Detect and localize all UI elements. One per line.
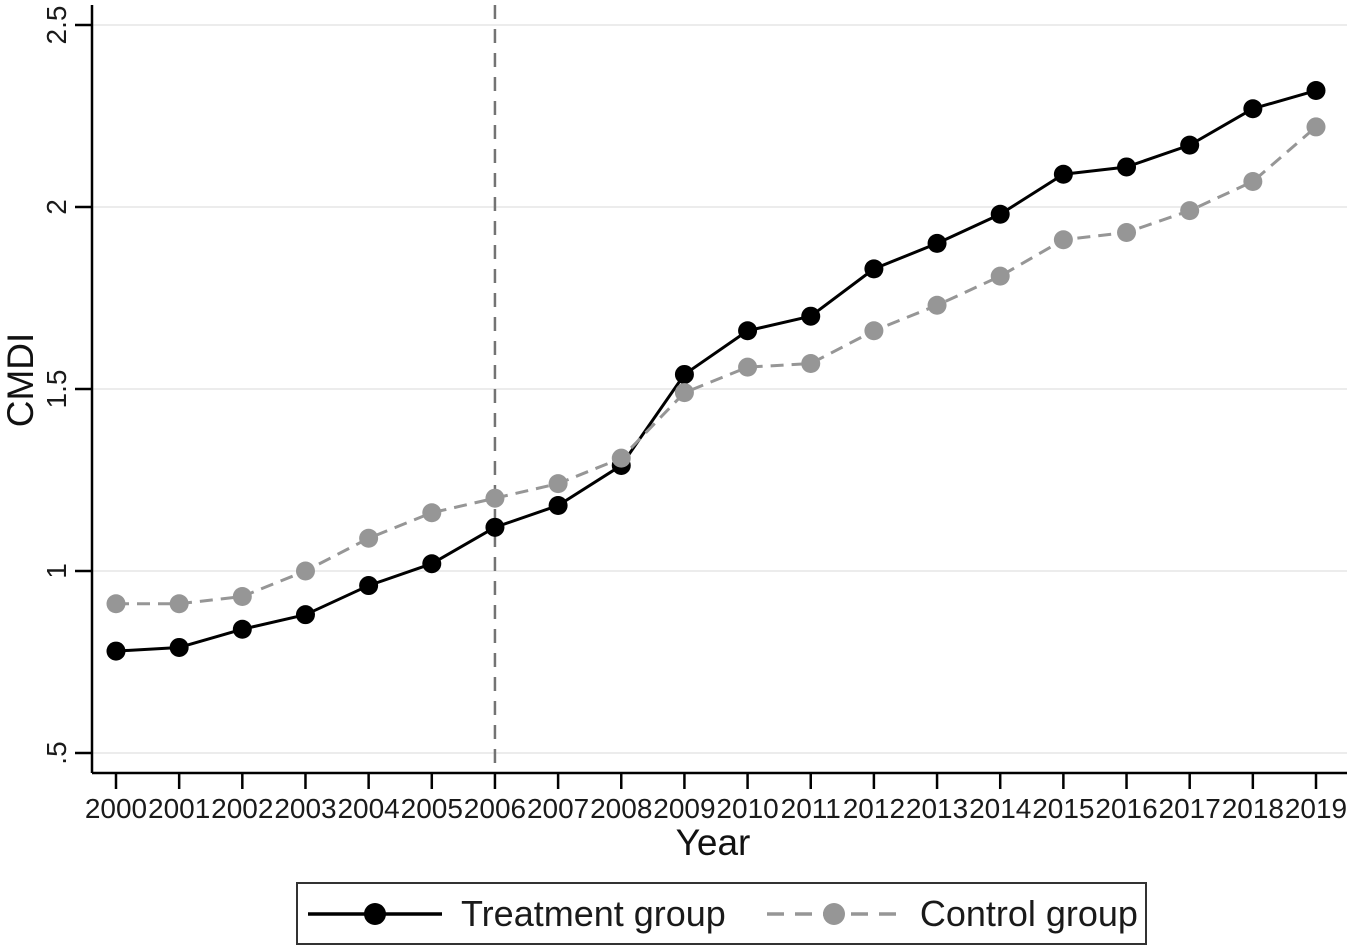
marker-treatment-2014 xyxy=(990,204,1010,224)
y-tick-label-2: 2 xyxy=(41,199,72,215)
y-tick-label-1.5: 1.5 xyxy=(41,370,72,409)
marker-control-2013 xyxy=(927,295,947,315)
x-tick-label-2016: 2016 xyxy=(1095,793,1157,824)
x-tick-label-2011: 2011 xyxy=(781,793,841,824)
marker-control-2006 xyxy=(485,488,505,508)
x-tick-label-2004: 2004 xyxy=(337,793,399,824)
marker-control-2007 xyxy=(548,474,568,494)
marker-control-2017 xyxy=(1180,201,1200,221)
marker-control-2000 xyxy=(106,594,126,614)
marker-treatment-2000 xyxy=(106,641,126,661)
x-tick-label-2001: 2001 xyxy=(148,793,210,824)
x-tick-label-2003: 2003 xyxy=(274,793,336,824)
marker-treatment-2003 xyxy=(295,605,315,625)
marker-treatment-2018 xyxy=(1243,99,1263,119)
x-axis-title: Year xyxy=(675,822,751,863)
x-tick-label-2009: 2009 xyxy=(653,793,715,824)
x-tick-label-2002: 2002 xyxy=(211,793,273,824)
x-tick-label-2008: 2008 xyxy=(590,793,652,824)
legend-label-treatment: Treatment group xyxy=(461,892,726,934)
control-sample-marker xyxy=(822,902,845,925)
marker-treatment-2002 xyxy=(232,619,252,639)
marker-control-2001 xyxy=(169,594,189,614)
marker-treatment-2007 xyxy=(548,495,568,515)
x-tick-label-2007: 2007 xyxy=(527,793,589,824)
y-axis-title: CMDI xyxy=(0,332,41,428)
marker-treatment-2016 xyxy=(1117,157,1137,177)
marker-control-2015 xyxy=(1053,230,1073,250)
x-tick-label-2012: 2012 xyxy=(843,793,905,824)
x-tick-label-2019: 2019 xyxy=(1285,793,1347,824)
x-tick-label-2006: 2006 xyxy=(464,793,526,824)
control-series-line xyxy=(116,125,1317,606)
x-tick-label-2018: 2018 xyxy=(1222,793,1284,824)
marker-control-2011 xyxy=(801,354,821,374)
x-tick-label-2014: 2014 xyxy=(969,793,1031,824)
marker-treatment-2019 xyxy=(1306,81,1326,101)
legend-label-control: Control group xyxy=(919,892,1138,934)
y-tick-label-1: 1 xyxy=(41,563,72,579)
marker-treatment-2011 xyxy=(801,306,821,326)
marker-treatment-2009 xyxy=(674,364,694,384)
marker-control-2003 xyxy=(295,561,315,581)
treatment-sample-marker xyxy=(364,902,387,925)
legend: Treatment group Control group xyxy=(296,882,1147,945)
marker-treatment-2013 xyxy=(927,233,947,253)
legend-item-control: Control group xyxy=(764,893,1138,935)
marker-treatment-2012 xyxy=(864,259,884,279)
marker-control-2005 xyxy=(422,503,442,523)
marker-control-2018 xyxy=(1243,172,1263,192)
x-tick-label-2010: 2010 xyxy=(716,793,778,824)
marker-control-2008 xyxy=(611,448,631,468)
x-tick-label-2015: 2015 xyxy=(1032,793,1094,824)
marker-control-2012 xyxy=(864,321,884,341)
marker-control-2014 xyxy=(990,266,1010,286)
treatment-line-sample xyxy=(308,902,443,925)
marker-control-2016 xyxy=(1117,222,1137,242)
treatment-series-line xyxy=(115,89,1317,653)
marker-control-2010 xyxy=(738,357,758,377)
marker-control-2004 xyxy=(359,528,379,548)
marker-treatment-2006 xyxy=(485,517,505,537)
x-tick-label-2017: 2017 xyxy=(1159,793,1221,824)
marker-control-2009 xyxy=(674,383,694,403)
x-tick-label-2000: 2000 xyxy=(85,793,147,824)
marker-control-2002 xyxy=(232,586,252,606)
marker-control-2019 xyxy=(1306,117,1326,137)
y-tick-label-0.5: .5 xyxy=(41,741,72,764)
marker-treatment-2001 xyxy=(169,637,189,657)
marker-treatment-2017 xyxy=(1180,135,1200,155)
legend-item-treatment: Treatment group xyxy=(305,893,726,935)
y-tick-label-2.5: 2.5 xyxy=(41,6,72,45)
marker-treatment-2005 xyxy=(422,554,442,574)
x-tick-label-2013: 2013 xyxy=(906,793,968,824)
marker-treatment-2015 xyxy=(1053,164,1073,184)
marker-treatment-2004 xyxy=(359,576,379,596)
control-line-sample xyxy=(766,902,901,925)
x-tick-label-2005: 2005 xyxy=(401,793,463,824)
marker-treatment-2010 xyxy=(738,321,758,341)
